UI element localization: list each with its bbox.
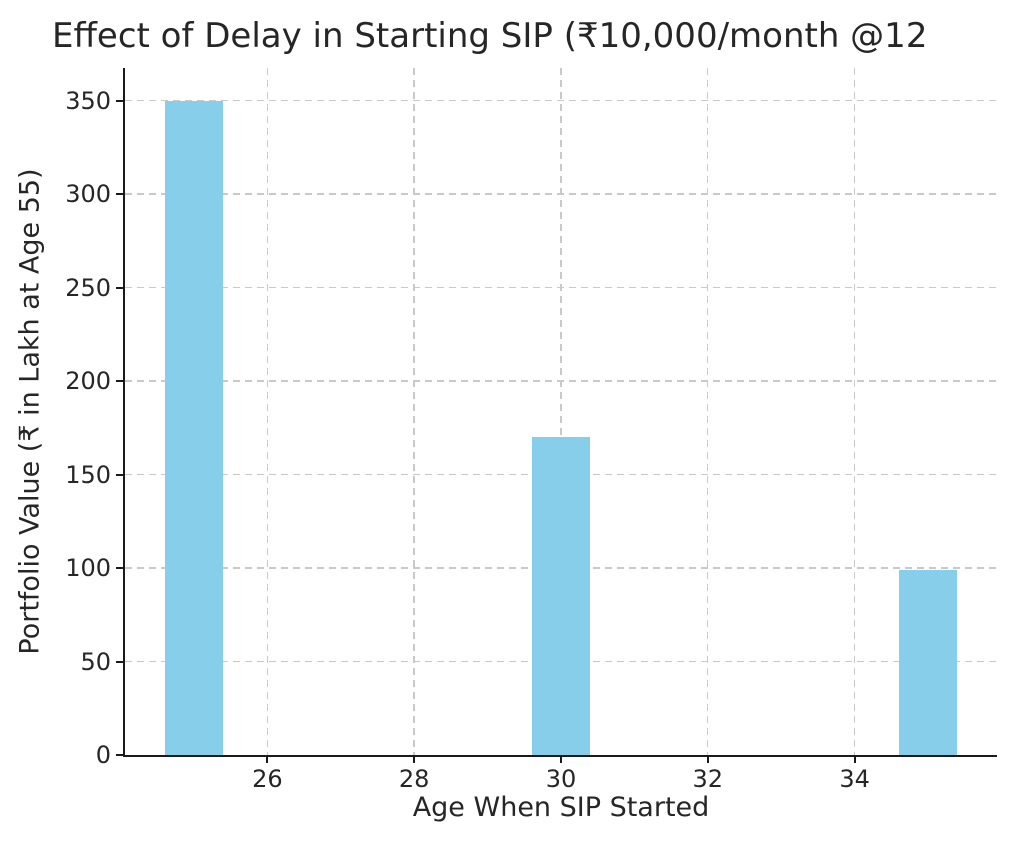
y-tick-label: 100 (65, 554, 111, 583)
x-gridline (560, 68, 562, 755)
x-tick-mark (853, 755, 856, 763)
x-gridline (853, 68, 856, 755)
x-tick-mark (706, 755, 709, 763)
x-gridline (266, 68, 269, 755)
x-tick-label: 34 (839, 765, 870, 793)
x-tick-mark (560, 755, 562, 763)
x-tick-label: 32 (692, 765, 724, 793)
y-tick-mark (116, 660, 124, 663)
x-tick-mark (413, 755, 416, 763)
y-tick-label: 350 (65, 86, 111, 115)
y-tick-label: 300 (65, 180, 111, 209)
y-tick-label: 250 (65, 273, 111, 302)
bar-age-30 (531, 437, 591, 755)
y-tick-mark (116, 380, 124, 383)
y-tick-label: 50 (80, 647, 111, 676)
bar-age-25 (164, 100, 224, 755)
chart-title: Effect of Delay in Starting SIP (₹10,000… (52, 16, 928, 56)
y-tick-mark (116, 567, 124, 570)
y-tick-mark (116, 473, 124, 476)
x-tick-label: 30 (545, 765, 577, 793)
x-tick-mark (266, 755, 269, 763)
y-tick-label: 0 (95, 741, 111, 769)
x-gridline (707, 68, 709, 755)
y-tick-label: 200 (65, 367, 111, 396)
x-tick-label: 26 (252, 765, 283, 793)
x-gridline (413, 68, 415, 755)
bar-age-35 (898, 569, 958, 755)
plot-area (123, 68, 997, 757)
y-tick-mark (116, 754, 124, 756)
y-tick-mark (116, 286, 124, 289)
x-tick-label: 28 (398, 765, 430, 793)
y-tick-label: 150 (65, 460, 111, 489)
y-tick-mark (116, 193, 124, 196)
x-axis-label: Age When SIP Started (412, 792, 710, 823)
left-axis-spine (123, 68, 125, 757)
y-tick-mark (116, 99, 124, 102)
